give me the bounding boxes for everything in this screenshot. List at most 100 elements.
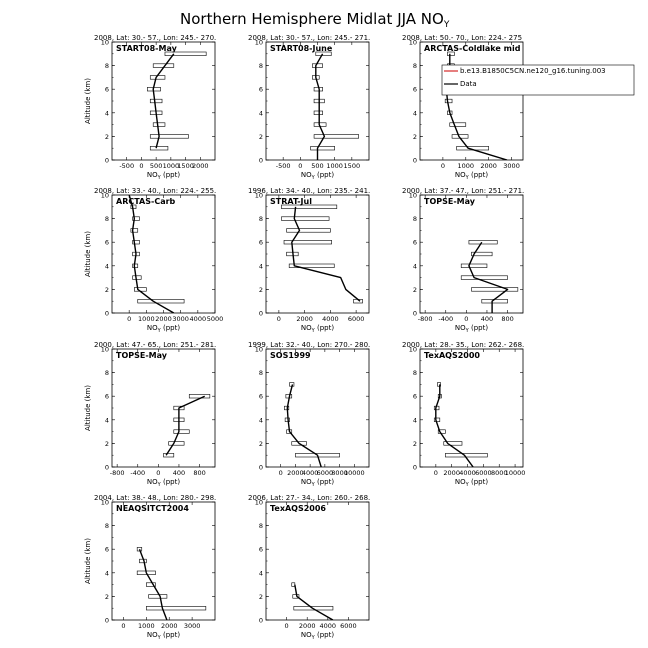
figure-title: Northern Hemisphere Midlat JJA NOY: [180, 10, 450, 30]
panel-8: 1999, Lat: 32.- 40., Lon: 270.- 280. SOS1…: [248, 341, 370, 488]
y-tick-label: 4: [105, 262, 109, 270]
panel-5: 1996, Lat: 34.- 40., Lon: 235.- 241. STRA…: [248, 187, 370, 334]
data-profile-line: [165, 395, 205, 456]
data-range-bar: [468, 240, 498, 245]
panel-plot-area: [433, 382, 488, 467]
data-range-bar: [471, 287, 519, 292]
x-tick-label: 6000: [317, 469, 334, 477]
panel-plot-area: [147, 51, 207, 151]
y-tick-label: 2: [259, 133, 263, 141]
y-tick-label: 0: [413, 157, 417, 165]
panel-header: 2000, Lat: 28.- 35., Lon: 262.- 268.: [402, 341, 524, 349]
panel-title: TexAQS2006: [270, 504, 326, 513]
y-tick-label: 10: [101, 346, 109, 354]
y-tick-label: 8: [105, 369, 109, 377]
data-range-bar: [449, 122, 467, 127]
panel-1: 2008, Lat: 30.- 57., Lon: 245.- 270. STAR…: [84, 34, 216, 181]
x-tick-label: 2000: [299, 622, 316, 630]
x-tick-label: 2000: [287, 469, 304, 477]
x-tick-label: 0: [121, 622, 125, 630]
legend-data-label: Data: [460, 80, 477, 88]
x-tick-label: 3000: [184, 622, 201, 630]
x-axis-label: NOY (ppt): [147, 478, 180, 488]
panel-header: 2006, Lat: 27.- 34., Lon: 260.- 268.: [248, 494, 370, 502]
x-tick-label: 4000: [190, 315, 207, 323]
data-range-bar: [132, 216, 140, 221]
y-tick-label: 6: [105, 239, 109, 247]
y-tick-label: 8: [413, 215, 417, 223]
data-range-bar: [132, 240, 140, 245]
panel-header: 2008, Lat: 33.- 40., Lon: 224.- 255.: [94, 187, 216, 195]
y-tick-label: 2: [413, 286, 417, 294]
y-tick-label: 2: [105, 286, 109, 294]
data-range-bar: [188, 394, 211, 399]
x-tick-label: 3000: [503, 162, 520, 170]
x-axis-label: NOY (ppt): [301, 171, 334, 181]
y-tick-label: 8: [105, 215, 109, 223]
legend-model-label: b.e13.B1850C5CN.ne120_g16.tuning.003: [460, 67, 606, 75]
y-tick-label: 2: [105, 593, 109, 601]
data-profile-line: [315, 53, 326, 160]
y-tick-label: 6: [259, 393, 263, 401]
y-tick-label: 0: [259, 310, 263, 318]
data-profile-line: [138, 548, 168, 620]
data-range-bar: [164, 51, 207, 56]
y-tick-label: 8: [105, 62, 109, 70]
panel-title: TOPSE-May: [424, 197, 476, 206]
data-range-bar: [173, 429, 190, 434]
x-tick-label: 0: [127, 315, 131, 323]
x-axis-label: NOY (ppt): [301, 324, 334, 334]
x-tick-label: 0: [298, 162, 302, 170]
data-range-bar: [293, 606, 334, 611]
x-tick-label: 1000: [163, 162, 180, 170]
y-tick-label: 10: [101, 39, 109, 47]
y-tick-label: 2: [259, 593, 263, 601]
x-tick-label: 2000: [296, 315, 313, 323]
y-tick-label: 6: [413, 239, 417, 247]
y-tick-label: 2: [105, 440, 109, 448]
panel-plot-area: [281, 204, 363, 304]
panel-plot-area: [310, 51, 360, 160]
y-tick-label: 10: [255, 499, 263, 507]
x-tick-label: 1000: [326, 162, 343, 170]
panel-plot-area: [163, 394, 211, 458]
y-tick-label: 4: [105, 569, 109, 577]
y-tick-label: 0: [105, 617, 109, 625]
y-tick-label: 10: [255, 192, 263, 200]
y-tick-label: 2: [413, 133, 417, 141]
y-tick-label: 4: [413, 416, 417, 424]
data-range-bar: [315, 51, 332, 56]
y-tick-label: 8: [259, 369, 263, 377]
y-tick-label: 10: [255, 39, 263, 47]
y-tick-label: 10: [409, 192, 417, 200]
data-range-bar: [445, 453, 488, 458]
x-tick-label: 0: [156, 469, 160, 477]
data-range-bar: [168, 441, 185, 446]
y-tick-label: 6: [105, 86, 109, 94]
x-tick-label: 6000: [348, 315, 365, 323]
y-tick-label: 10: [101, 192, 109, 200]
y-tick-label: 2: [259, 440, 263, 448]
data-range-bar: [152, 122, 166, 127]
y-tick-label: 8: [105, 522, 109, 530]
x-axis-label: NOY (ppt): [301, 478, 334, 488]
x-tick-label: 4000: [320, 622, 337, 630]
y-tick-label: 8: [259, 522, 263, 530]
data-range-bar: [460, 263, 488, 268]
panel-9: 2000, Lat: 28.- 35., Lon: 262.- 268. TexA…: [402, 341, 525, 488]
y-tick-label: 8: [259, 215, 263, 223]
x-tick-label: 4000: [459, 469, 476, 477]
x-tick-label: 500: [311, 162, 323, 170]
x-tick-label: 10000: [344, 469, 365, 477]
data-profile-line: [128, 195, 175, 313]
panel-header: 1996, Lat: 34.- 40., Lon: 235.- 241.: [248, 187, 370, 195]
data-range-bar: [288, 263, 335, 268]
panel-10: 2004, Lat: 38.- 48., Lon: 280.- 298. NEAQ…: [84, 494, 216, 641]
y-tick-label: 2: [413, 440, 417, 448]
y-axis-label: Altitude (km): [84, 385, 92, 431]
panel-header: 2000, Lat: 47.- 65., Lon: 251.- 281.: [94, 341, 216, 349]
data-range-bar: [148, 594, 168, 599]
panel-plot-area: [136, 547, 207, 620]
legend-box: [441, 64, 635, 96]
